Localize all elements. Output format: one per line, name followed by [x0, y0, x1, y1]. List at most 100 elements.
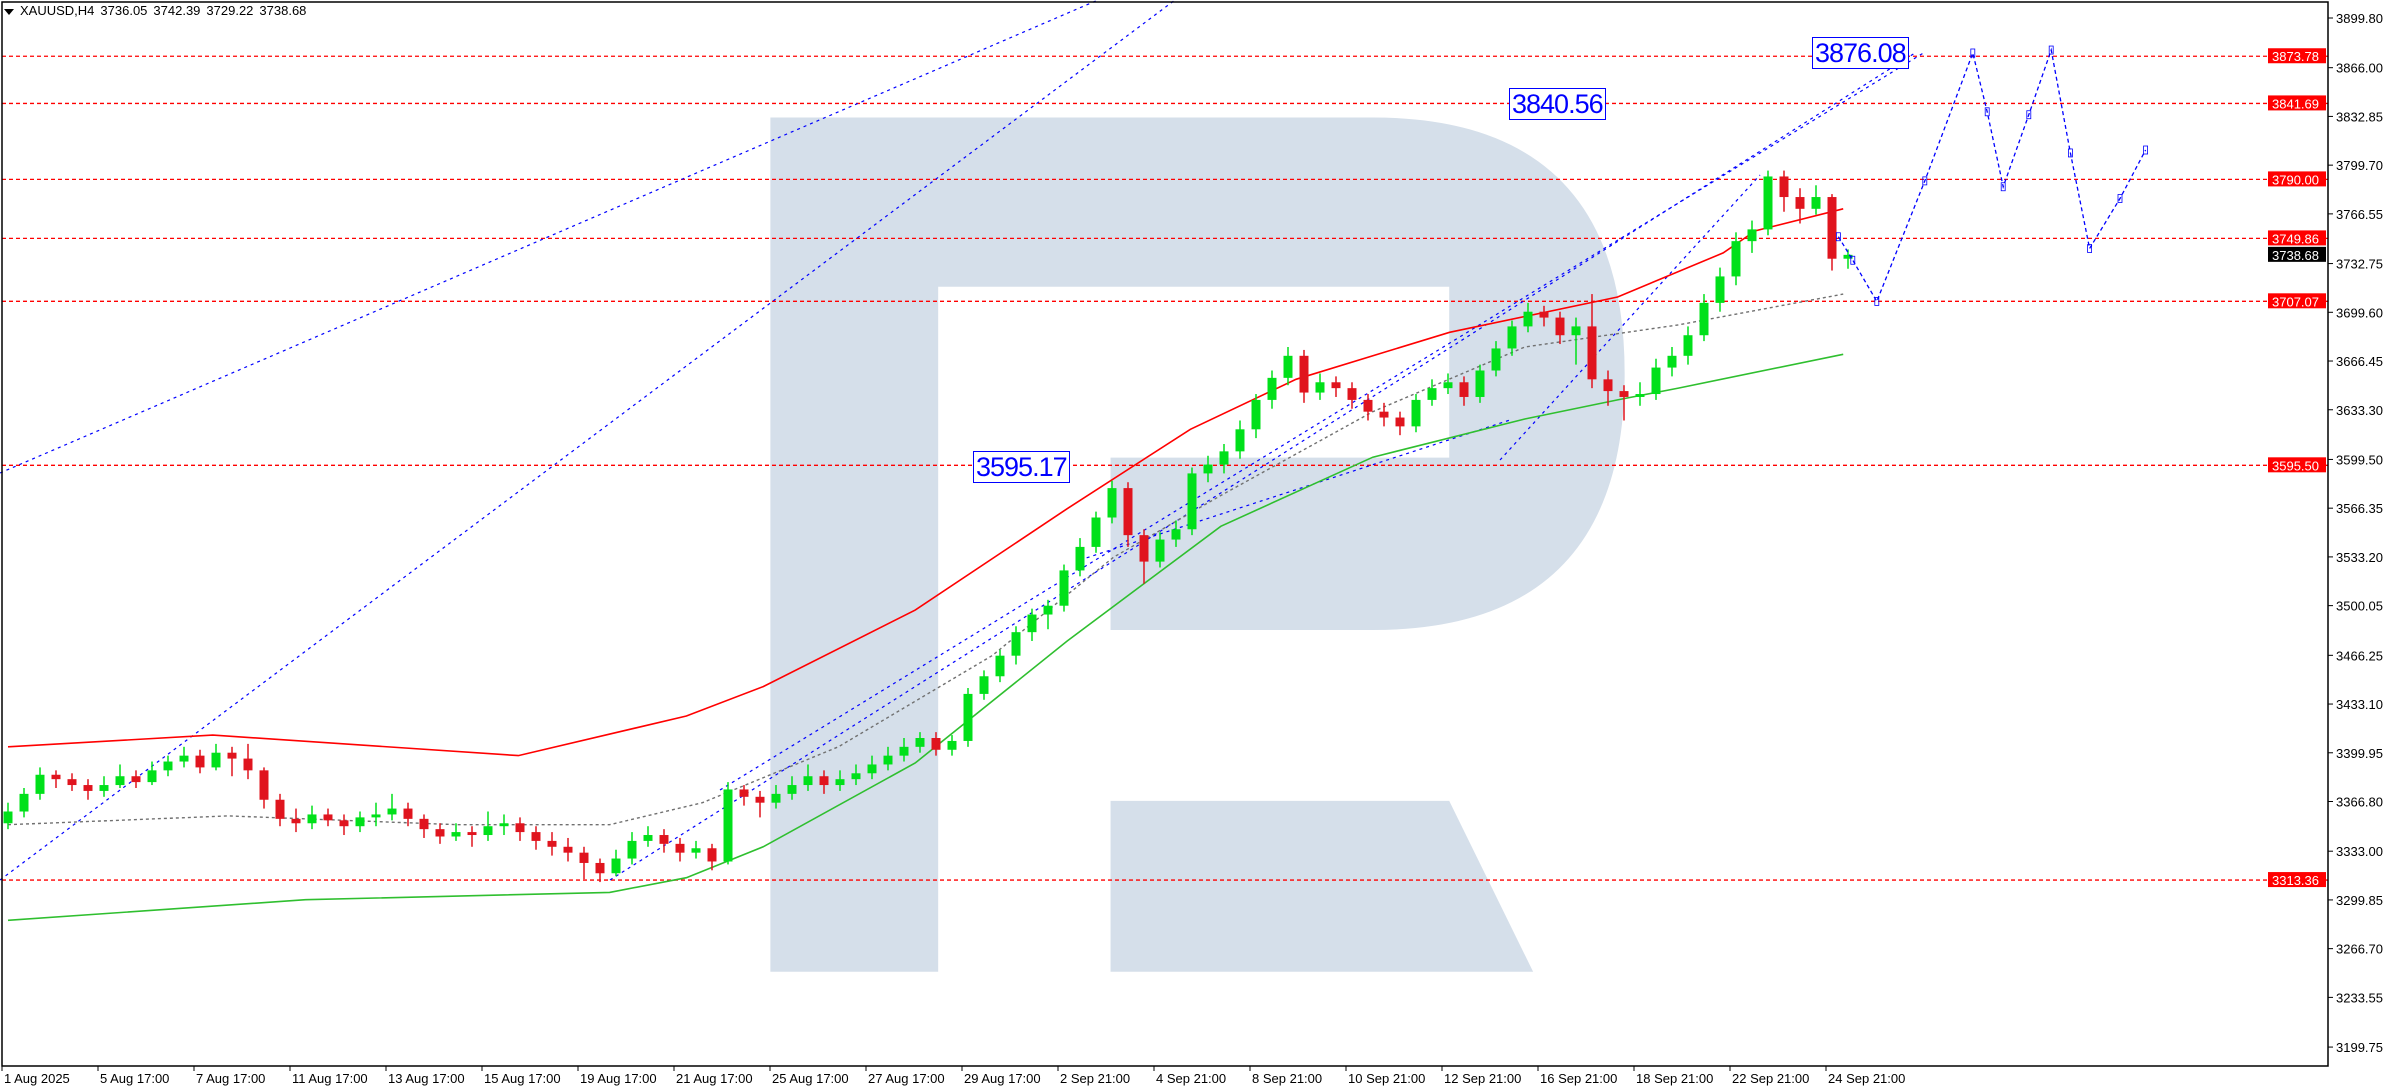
candle-body	[1779, 176, 1789, 198]
y-tick-label: 3533.20	[2336, 550, 2383, 565]
x-tick-label: 7 Aug 17:00	[196, 1071, 265, 1086]
level-price-tag-bg	[2268, 171, 2326, 187]
low-value: 3729.22	[206, 3, 254, 18]
forecast-point	[2026, 110, 2032, 120]
candle-body	[995, 655, 1005, 677]
candle-body	[1587, 326, 1597, 380]
forecast-point	[2117, 194, 2123, 203]
x-tick-label: 13 Aug 17:00	[388, 1071, 465, 1086]
y-tick-label: 3799.70	[2336, 158, 2383, 173]
candle	[739, 785, 749, 806]
candle-body	[1571, 326, 1581, 336]
candle	[579, 846, 589, 880]
candle-body	[1795, 197, 1805, 209]
candle-body	[547, 840, 557, 847]
candle	[83, 779, 93, 800]
candle	[1523, 302, 1533, 333]
y-tick-label: 3433.10	[2336, 697, 2383, 712]
candle	[1427, 379, 1437, 406]
candle-body	[83, 785, 93, 791]
candle-body	[355, 817, 365, 827]
candle	[147, 761, 157, 786]
candle	[1187, 467, 1197, 536]
candle	[403, 802, 413, 827]
candle-body	[243, 758, 253, 771]
annotation-label[interactable]: 3876.08	[1812, 37, 1909, 69]
candle	[451, 823, 461, 841]
candle-body	[211, 752, 221, 768]
y-tick-label: 3466.25	[2336, 648, 2383, 663]
candle	[1091, 511, 1101, 553]
current-price-tag: 3738.68	[2272, 248, 2319, 263]
price-axis[interactable]: 3899.80 3866.00 3832.85 3799.70 3766.55 3732.…	[2328, 11, 2383, 1055]
candle-body	[787, 785, 797, 794]
candle	[1763, 170, 1773, 236]
level-price-tag-bg	[2268, 48, 2326, 64]
candle-body	[1731, 241, 1741, 277]
candle	[67, 773, 77, 791]
candle-body	[755, 796, 765, 803]
candle	[611, 849, 621, 877]
candle	[499, 814, 509, 836]
candle	[1203, 455, 1213, 483]
candle-body	[739, 789, 749, 797]
candle	[483, 811, 493, 841]
annotation-label[interactable]: 3840.56	[1509, 88, 1606, 120]
candle	[19, 787, 29, 818]
candle	[915, 732, 925, 753]
level-price-tag-bg	[2268, 293, 2326, 309]
candle-body	[707, 848, 717, 862]
open-value: 3736.05	[100, 3, 148, 18]
candle	[99, 776, 109, 797]
candle	[1123, 482, 1133, 547]
candle-body	[1763, 176, 1773, 230]
candle-body	[467, 832, 477, 836]
candle-body	[1059, 570, 1069, 606]
candle-body	[19, 793, 29, 812]
candle-body	[915, 738, 925, 747]
chart-frame	[1, 1, 2329, 1067]
candle-body	[1011, 632, 1021, 656]
candle	[819, 770, 829, 794]
candle	[1011, 626, 1021, 665]
candle-body	[51, 774, 61, 780]
candle	[435, 823, 445, 844]
trend-lines	[0, 0, 1926, 881]
y-tick-label: 3599.50	[2336, 452, 2383, 467]
candle	[259, 767, 269, 809]
candle	[1395, 411, 1405, 436]
candle	[1331, 376, 1341, 397]
candle-body	[307, 814, 317, 824]
candle-body	[1203, 464, 1213, 474]
candle-body	[1651, 367, 1661, 395]
candle	[531, 826, 541, 850]
y-tick-label: 3899.80	[2336, 11, 2383, 26]
candle	[339, 814, 349, 836]
candle-body	[259, 770, 269, 800]
time-axis[interactable]: 1 Aug 2025 5 Aug 17:00 7 Aug 17:00 11 Aug 1…	[1, 1066, 1905, 1086]
candle	[1667, 346, 1677, 377]
candle-body	[1043, 605, 1053, 615]
x-tick-label: 12 Sep 21:00	[1444, 1071, 1521, 1086]
annotation-label[interactable]: 3595.17	[973, 451, 1070, 483]
candle-body	[275, 799, 285, 819]
candle-body	[131, 776, 141, 783]
price-tags: 3873.78 3841.69 3790.00 3749.86 3707.07 3595.…	[2268, 48, 2326, 888]
candle-body	[1123, 488, 1133, 536]
candle-body	[1667, 355, 1677, 368]
forecast-point	[1984, 107, 1990, 117]
x-tick-label: 1 Aug 2025	[4, 1071, 70, 1086]
candle	[595, 858, 605, 883]
candle	[1779, 170, 1789, 212]
upper-band-line	[7, 208, 1844, 757]
candle-body	[387, 808, 397, 815]
candle-body	[1363, 399, 1373, 412]
indicator-bands	[7, 208, 1844, 922]
candle	[1795, 188, 1805, 224]
candle	[515, 817, 525, 841]
plot-border	[1, 1, 2329, 1067]
candle	[1555, 311, 1565, 345]
candle	[1379, 402, 1389, 427]
dropdown-triangle-icon[interactable]	[4, 8, 14, 15]
